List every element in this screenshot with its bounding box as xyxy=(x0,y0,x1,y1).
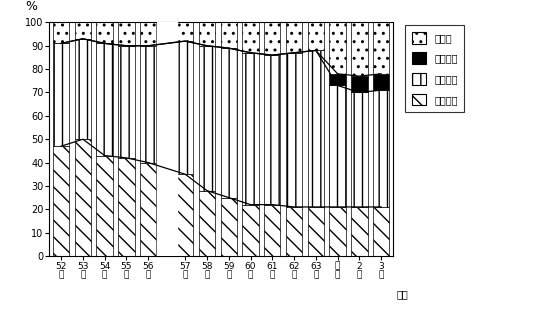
Bar xyxy=(199,46,215,191)
Bar xyxy=(286,53,302,207)
Bar xyxy=(177,41,193,174)
Bar xyxy=(177,174,193,256)
Bar xyxy=(199,22,215,46)
Bar xyxy=(307,207,324,256)
Bar xyxy=(97,22,113,44)
Bar xyxy=(373,90,389,207)
Text: %: % xyxy=(25,0,37,13)
Text: 年度: 年度 xyxy=(396,289,408,299)
Bar xyxy=(373,74,389,90)
Bar xyxy=(75,22,91,39)
Bar xyxy=(97,156,113,256)
Bar xyxy=(351,22,367,76)
Bar xyxy=(307,22,324,51)
Bar xyxy=(221,48,237,197)
Bar xyxy=(157,22,176,256)
Bar xyxy=(351,92,367,207)
Bar xyxy=(140,46,156,163)
Bar xyxy=(286,207,302,256)
Bar xyxy=(118,46,135,158)
Bar xyxy=(329,207,346,256)
Bar xyxy=(264,55,281,204)
Bar xyxy=(140,163,156,256)
Bar xyxy=(242,204,259,256)
Bar xyxy=(373,22,389,74)
Bar xyxy=(221,197,237,256)
Bar xyxy=(286,22,302,53)
Bar xyxy=(53,146,69,256)
Bar xyxy=(329,22,346,74)
Bar xyxy=(242,53,259,204)
Bar xyxy=(75,39,91,139)
Bar xyxy=(177,22,193,41)
Bar xyxy=(118,22,135,46)
Bar xyxy=(53,44,69,146)
Bar xyxy=(373,207,389,256)
Bar xyxy=(329,74,346,85)
Bar xyxy=(329,85,346,207)
Bar xyxy=(264,204,281,256)
Bar xyxy=(53,22,69,44)
Bar xyxy=(75,139,91,256)
Legend: その他, 精神障害, 精神薄弱, 身体障害: その他, 精神障害, 精神薄弱, 身体障害 xyxy=(405,25,464,112)
Bar xyxy=(118,158,135,256)
Bar xyxy=(97,44,113,156)
Bar xyxy=(140,22,156,46)
Bar xyxy=(242,22,259,53)
Bar xyxy=(307,51,324,207)
Bar xyxy=(199,191,215,256)
Bar xyxy=(221,22,237,48)
Bar xyxy=(264,22,281,55)
Bar xyxy=(351,207,367,256)
Bar xyxy=(351,76,367,92)
